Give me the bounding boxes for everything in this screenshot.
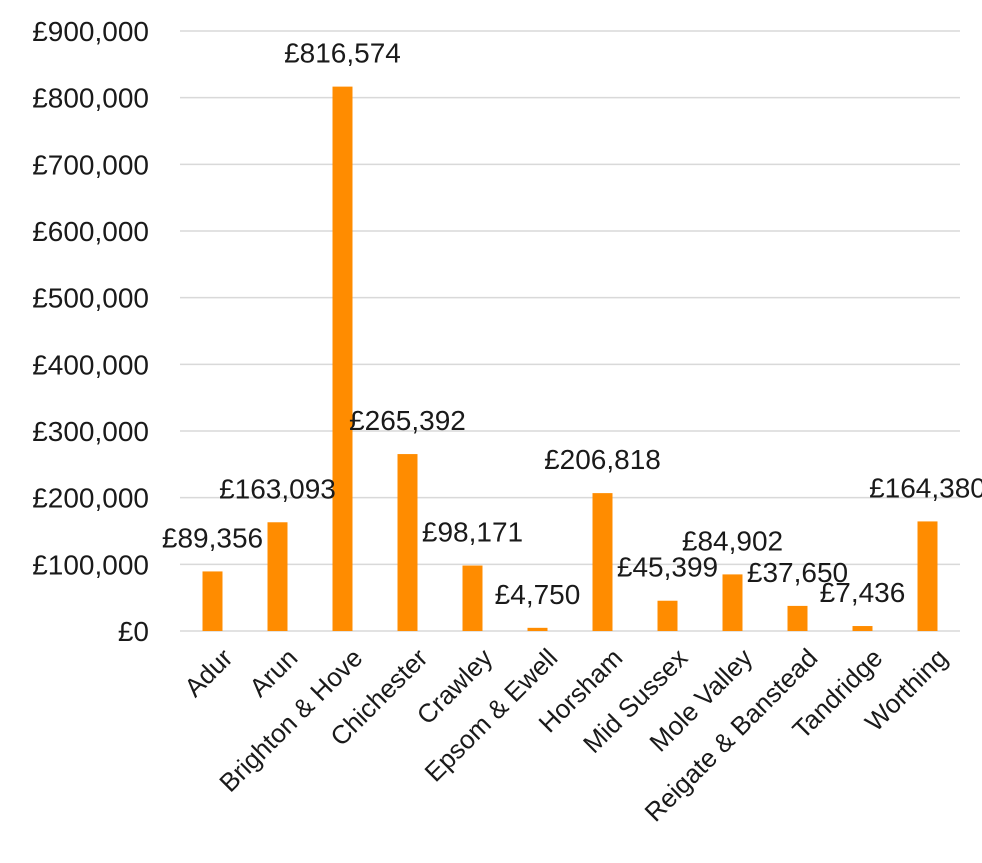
x-category-label: Arun xyxy=(243,643,303,703)
gridlines xyxy=(180,30,960,632)
y-tick-label: £600,000 xyxy=(32,216,149,247)
y-tick-label: £900,000 xyxy=(32,16,149,47)
data-label: £206,818 xyxy=(544,444,661,475)
y-tick-label: £700,000 xyxy=(32,149,149,180)
bars xyxy=(202,86,938,632)
bar xyxy=(722,574,743,631)
data-label: £164,380 xyxy=(869,472,982,503)
bar xyxy=(462,565,483,631)
data-label: £45,399 xyxy=(617,552,718,583)
data-label: £37,650 xyxy=(747,557,848,588)
data-label: £4,750 xyxy=(495,579,581,610)
data-label: £816,574 xyxy=(284,38,401,69)
data-label: £98,171 xyxy=(422,517,523,548)
data-label: £163,093 xyxy=(219,473,336,504)
data-label: £265,392 xyxy=(349,405,466,436)
bar xyxy=(267,522,288,631)
data-label: £84,902 xyxy=(682,525,783,556)
y-tick-label: £400,000 xyxy=(32,349,149,380)
y-tick-label: £0 xyxy=(118,616,149,647)
bar xyxy=(917,521,938,631)
data-label: £89,356 xyxy=(162,522,263,553)
bar xyxy=(527,627,548,631)
data-labels: £89,356 £163,093 £816,574 £265,392 £98,171 £4… xyxy=(162,38,982,610)
bar xyxy=(332,86,353,632)
x-category-label: Adur xyxy=(178,642,238,702)
bar xyxy=(852,626,873,631)
data-label: £7,436 xyxy=(820,577,906,608)
bar xyxy=(592,493,613,631)
y-axis-tick-labels: £0 £100,000 £200,000 £300,000 £400,000 £500,0… xyxy=(32,16,149,647)
y-tick-label: £800,000 xyxy=(32,83,149,114)
y-tick-label: £200,000 xyxy=(32,483,149,514)
y-tick-label: £500,000 xyxy=(32,283,149,314)
bar xyxy=(787,605,808,631)
bar xyxy=(202,571,223,631)
bar xyxy=(397,454,418,631)
bar xyxy=(657,600,678,631)
y-tick-label: £300,000 xyxy=(32,416,149,447)
y-tick-label: £100,000 xyxy=(32,549,149,580)
